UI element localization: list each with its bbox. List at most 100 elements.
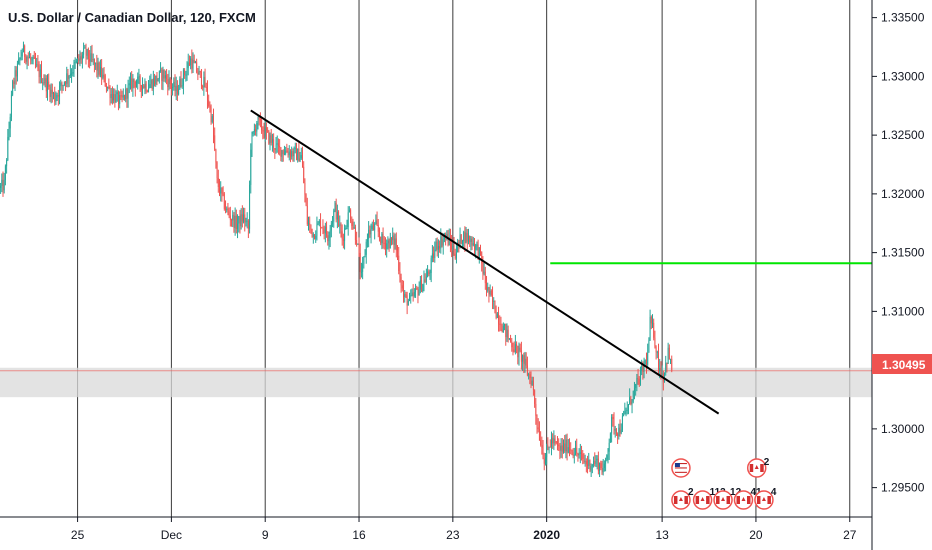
candle-body — [550, 437, 552, 448]
candle-body — [232, 214, 234, 221]
candle-body — [460, 234, 462, 244]
candle-body — [448, 237, 450, 245]
candle-body — [517, 345, 519, 358]
candle-body — [182, 70, 184, 86]
candle-body — [547, 445, 549, 447]
candle-body — [542, 447, 544, 459]
candle-body — [431, 253, 433, 259]
candle-body — [375, 220, 377, 225]
candle-body — [336, 212, 338, 220]
candle-body — [200, 72, 202, 86]
candle-body — [0, 185, 2, 188]
candle-body — [454, 253, 456, 259]
canada-flag-icon[interactable] — [713, 490, 733, 510]
candle-body — [115, 94, 117, 103]
candle-body — [638, 378, 640, 385]
candle-body — [477, 244, 479, 258]
candle-body — [455, 252, 457, 259]
candle-body — [21, 52, 23, 57]
candle-body — [169, 78, 171, 84]
candle-body — [526, 365, 528, 376]
time-axis[interactable]: 25 Dec 9 16 23 2020 13 20 27 — [71, 517, 857, 542]
candle-body — [442, 239, 444, 246]
candle-body — [655, 346, 657, 353]
candle-body — [612, 417, 614, 420]
price-tick-label: 1.31500 — [881, 246, 925, 260]
candle-body — [588, 459, 590, 466]
candle-body — [93, 59, 95, 64]
candle-body — [92, 59, 94, 61]
candle-body — [234, 215, 236, 229]
candle-body — [237, 223, 239, 230]
candle-body — [108, 87, 110, 89]
candle-body — [78, 58, 80, 61]
candle-body — [326, 226, 328, 236]
canada-flag-icon[interactable] — [692, 490, 713, 510]
candle-body — [311, 228, 313, 237]
price-tick-label: 1.32000 — [881, 187, 925, 201]
candle-body — [606, 455, 608, 460]
canada-flag-icon[interactable] — [671, 490, 691, 510]
candle-body — [10, 94, 12, 118]
candle-body — [287, 152, 289, 156]
candle-body — [144, 83, 146, 88]
us-flag-icon[interactable] — [671, 458, 691, 478]
price-tick-label: 1.30000 — [881, 422, 925, 436]
candle-body — [505, 323, 507, 337]
candle-body — [405, 294, 407, 296]
candle-body — [597, 458, 599, 472]
candle-body — [205, 86, 207, 88]
candle-body — [407, 300, 409, 306]
candle-body — [206, 87, 208, 101]
candle-body — [257, 116, 259, 123]
canada-flag-icon[interactable] — [754, 490, 774, 510]
candle-body — [393, 235, 395, 245]
candle-body — [368, 229, 370, 239]
candle-body — [447, 234, 449, 245]
candle-body — [472, 243, 474, 246]
candle-body — [69, 73, 71, 76]
candle-body — [91, 53, 93, 60]
candle-body — [630, 397, 632, 405]
candle-body — [607, 451, 609, 456]
candle-body — [124, 95, 125, 100]
time-tick-label: 2020 — [533, 528, 560, 542]
candle-body — [340, 224, 342, 232]
candle-body — [203, 76, 205, 88]
downtrend-line[interactable] — [250, 109, 720, 415]
candle-body — [620, 429, 622, 434]
candle-body — [306, 205, 308, 225]
candle-body — [457, 242, 459, 253]
candle-body — [353, 227, 355, 229]
candle-body — [433, 253, 435, 258]
canada-flag-icon[interactable] — [733, 490, 754, 510]
candle-body — [493, 300, 495, 302]
candle-body — [320, 220, 322, 228]
candle-body — [79, 56, 81, 61]
price-tick-label: 1.33000 — [881, 69, 925, 83]
candle-body — [429, 272, 431, 275]
price-tick-label: 1.32500 — [881, 128, 925, 142]
candle-body — [434, 249, 436, 258]
candle-body — [629, 397, 631, 405]
candle-body — [496, 313, 498, 318]
candle-body — [411, 292, 413, 296]
candle-body — [435, 241, 437, 250]
candle-body — [559, 446, 561, 451]
candle-body — [348, 209, 350, 213]
candle-body — [525, 358, 527, 366]
candle-body — [654, 337, 656, 347]
candle-body — [436, 241, 438, 250]
candle-body — [277, 143, 279, 147]
canada-flag-icon[interactable] — [746, 458, 767, 478]
candle-body — [458, 242, 460, 244]
candle-body — [621, 415, 623, 430]
candle-body — [332, 221, 334, 224]
candle-body — [404, 294, 406, 298]
candle-body — [67, 73, 69, 79]
candle-body — [113, 94, 115, 101]
candle-body — [198, 70, 200, 75]
candle-body — [413, 292, 415, 297]
candle-body — [241, 214, 243, 222]
